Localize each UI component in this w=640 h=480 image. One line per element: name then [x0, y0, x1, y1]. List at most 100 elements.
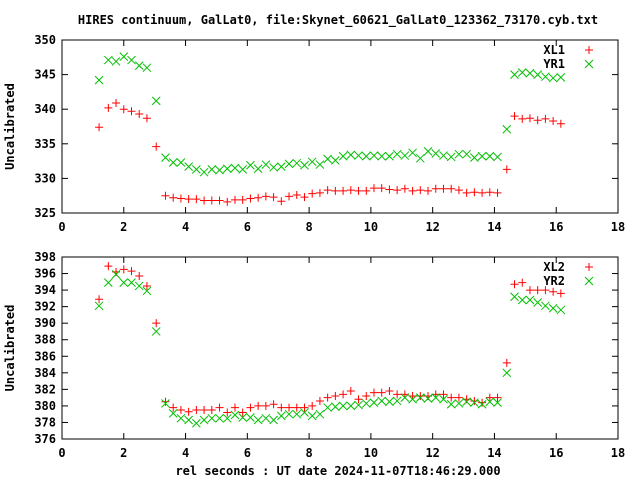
data-point-plus [362, 391, 371, 400]
data-point-plus [424, 186, 433, 195]
data-point-cross [269, 162, 278, 172]
data-point-cross [346, 401, 356, 411]
data-point-cross [477, 399, 487, 409]
data-point-cross [517, 295, 527, 305]
data-point-plus [308, 189, 317, 198]
data-point-cross [338, 401, 348, 411]
data-point-cross [176, 413, 186, 423]
data-point-plus [518, 114, 527, 123]
data-point-cross [284, 409, 294, 419]
series-yr1 [94, 52, 566, 177]
data-point-plus [533, 286, 542, 295]
data-point-plus [385, 387, 394, 396]
data-point-cross [246, 160, 255, 170]
x-tick-label: 8 [305, 446, 312, 460]
data-point-cross [161, 153, 170, 162]
data-point-cross [548, 73, 558, 83]
data-point-cross [230, 163, 240, 173]
data-point-plus [493, 393, 502, 402]
data-point-cross [151, 327, 161, 336]
data-point-cross [300, 160, 309, 170]
data-point-cross [184, 415, 193, 425]
data-point-plus [292, 191, 301, 200]
data-point-plus [215, 403, 224, 412]
y-tick-label: 384 [34, 366, 56, 380]
data-point-plus [362, 186, 371, 195]
data-point-cross [541, 72, 550, 82]
x-tick-label: 6 [244, 220, 251, 234]
x-tick-label: 16 [549, 446, 563, 460]
data-point-cross [94, 75, 104, 85]
data-point-cross [192, 418, 201, 428]
data-point-cross [485, 151, 495, 161]
data-point-plus [223, 197, 232, 206]
x-tick-label: 16 [549, 220, 563, 234]
x-tick-label: 2 [120, 446, 127, 460]
data-point-plus [346, 387, 355, 396]
data-point-plus [119, 105, 128, 114]
data-point-plus [408, 186, 417, 195]
y-tick-label: 382 [34, 382, 56, 396]
data-point-cross [207, 165, 217, 174]
legend-marker-plus [585, 263, 593, 271]
x-tick-label: 12 [425, 220, 439, 234]
data-point-cross [385, 151, 394, 161]
data-point-cross [454, 399, 464, 408]
data-point-cross [215, 165, 224, 175]
data-point-plus [485, 393, 494, 402]
data-point-plus [400, 184, 409, 193]
data-point-cross [392, 396, 402, 406]
data-point-cross [222, 164, 232, 174]
data-point-cross [253, 415, 263, 425]
data-point-cross [415, 153, 425, 163]
data-point-cross [111, 57, 121, 66]
data-point-cross [184, 162, 193, 171]
data-point-cross [470, 398, 479, 407]
y-tick-label: 392 [34, 300, 56, 314]
data-point-plus [549, 287, 558, 296]
y-tick-label: 380 [34, 399, 56, 413]
data-point-cross [261, 160, 271, 169]
y-tick-label: 325 [34, 206, 56, 220]
data-point-plus [525, 286, 534, 295]
data-point-cross [392, 149, 402, 159]
data-point-plus [230, 403, 239, 412]
data-point-plus [541, 286, 550, 295]
data-point-plus [200, 196, 209, 205]
data-point-cross [111, 270, 121, 279]
x-tick-label: 18 [611, 220, 625, 234]
data-point-plus [254, 193, 263, 202]
y-tick-label: 378 [34, 415, 56, 429]
data-point-plus [285, 192, 294, 201]
legend-marker-cross [584, 59, 594, 69]
data-point-plus [300, 403, 309, 412]
data-point-plus [454, 186, 463, 195]
data-point-cross [423, 147, 433, 156]
data-point-plus [377, 388, 386, 397]
data-point-cross [315, 409, 325, 419]
x-tick-label: 4 [182, 446, 189, 460]
data-point-cross [533, 298, 543, 307]
data-point-plus [485, 188, 494, 197]
data-point-plus [277, 197, 286, 206]
data-point-cross [142, 286, 152, 296]
data-point-cross [331, 156, 340, 165]
data-point-cross [300, 408, 309, 417]
data-point-plus [176, 406, 185, 415]
data-point-cross [207, 413, 217, 423]
data-point-plus [135, 110, 144, 119]
data-point-plus [207, 406, 216, 415]
y-axis-label: Uncalibrated [3, 305, 17, 392]
data-point-cross [119, 278, 129, 287]
y-tick-label: 388 [34, 333, 56, 347]
data-point-plus [556, 289, 565, 298]
data-point-plus [285, 403, 294, 412]
data-point-plus [331, 391, 340, 400]
data-point-cross [354, 151, 363, 160]
data-point-plus [246, 194, 255, 203]
data-point-plus [369, 184, 378, 193]
data-point-plus [161, 191, 170, 200]
data-point-cross [323, 154, 332, 164]
series-xl1 [95, 98, 565, 206]
data-point-cross [408, 148, 417, 158]
